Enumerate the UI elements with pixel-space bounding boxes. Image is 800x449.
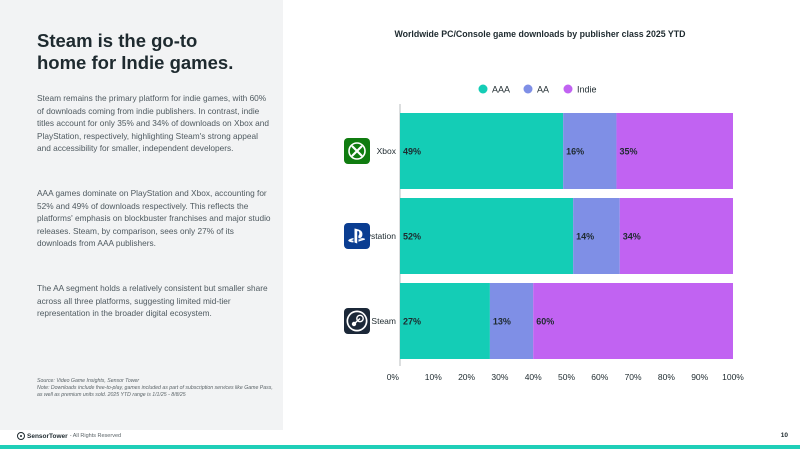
chart-title: Worldwide PC/Console game downloads by p… [394, 29, 686, 39]
headline: Steam is the go-to home for Indie games. [37, 30, 267, 74]
footer-logo: SensorTower - All Rights Reserved [17, 432, 121, 440]
category-label-playstation: Playstation [354, 231, 396, 241]
x-tick-80pct: 80% [658, 372, 675, 382]
data-label-playstation-aaa: 52% [403, 232, 421, 242]
xbox-logo-icon [344, 138, 370, 164]
category-label-steam: Steam [371, 316, 396, 326]
data-label-playstation-aa: 14% [576, 232, 594, 242]
legend-label-aa: AA [537, 85, 549, 95]
data-label-steam-aaa: 27% [403, 317, 421, 327]
legend-label-aaa: AAA [492, 85, 510, 95]
downloads-note: Note: Downloads include free-to-play, ga… [37, 385, 273, 398]
x-tick-60pct: 60% [591, 372, 608, 382]
bar-steam-aa [489, 283, 534, 359]
legend-swatch-aa [523, 84, 533, 94]
paragraph-indie: Steam remains the primary platform for i… [37, 93, 270, 153]
page-number: 10 [780, 432, 788, 439]
paragraph-aaa: AAA games dominate on PlayStation and Xb… [37, 188, 271, 248]
headline-line-2: home for Indie games. [37, 52, 234, 73]
legend-swatch-aaa [478, 84, 488, 94]
x-tick-50pct: 50% [558, 372, 575, 382]
source-note: Source: Video Game Insights, Sensor Towe… [37, 378, 140, 384]
data-label-steam-indie: 60% [536, 317, 554, 327]
category-label-xbox: Xbox [377, 146, 397, 156]
left-panel [0, 0, 283, 430]
data-label-steam-aa: 13% [493, 317, 511, 327]
x-tick-70pct: 70% [625, 372, 642, 382]
bar-xbox-aaa [400, 113, 564, 189]
bar-xbox-indie [616, 113, 733, 189]
data-label-playstation-indie: 34% [623, 232, 641, 242]
x-tick-30pct: 30% [491, 372, 508, 382]
x-tick-100pct: 100% [722, 372, 744, 382]
bar-xbox-aa [563, 113, 617, 189]
x-tick-10pct: 10% [425, 372, 442, 382]
bar-steam-aaa [400, 283, 490, 359]
bar-playstation-aaa [400, 198, 574, 274]
sensortower-logo-icon [17, 432, 25, 440]
data-label-xbox-aaa: 49% [403, 147, 421, 157]
playstation-logo-icon [344, 223, 370, 249]
steam-logo-icon [344, 308, 370, 334]
headline-line-1: Steam is the go-to [37, 30, 198, 51]
footer-brand: SensorTower [27, 432, 68, 440]
bar-steam-indie [533, 283, 733, 359]
x-tick-20pct: 20% [458, 372, 475, 382]
bar-playstation-indie [619, 198, 733, 274]
legend-label-indie: Indie [577, 85, 597, 95]
x-tick-40pct: 40% [525, 372, 542, 382]
data-label-xbox-indie: 35% [619, 147, 637, 157]
x-tick-0pct: 0% [387, 372, 400, 382]
bottom-accent-bar [0, 445, 800, 449]
data-label-xbox-aa: 16% [566, 147, 584, 157]
footer-rights: - All Rights Reserved [69, 433, 122, 439]
legend-swatch-indie [563, 84, 573, 94]
bar-playstation-aa [573, 198, 620, 274]
paragraph-aa: The AA segment holds a relatively consis… [37, 283, 268, 318]
x-tick-90pct: 90% [691, 372, 708, 382]
